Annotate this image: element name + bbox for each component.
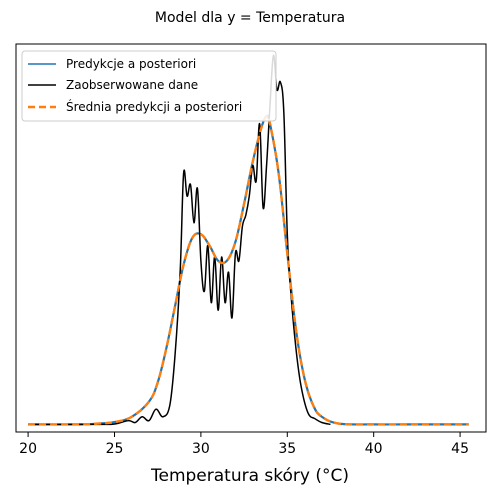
- series-line-observed: [28, 54, 331, 426]
- series-layer: [28, 54, 469, 426]
- chart-title: Model dla y = Temperatura: [155, 10, 345, 26]
- legend-label-observed: Zaobserwowane dane: [66, 78, 198, 92]
- x-tick-label: 20: [19, 441, 37, 457]
- x-axis: 20 25 30 35 40 45: [19, 432, 469, 457]
- legend-label-mean: Średnia predykcji a posteriori: [66, 99, 242, 114]
- legend-label-posterior: Predykcje a posteriori: [66, 57, 196, 71]
- x-tick-label: 35: [278, 441, 296, 457]
- x-tick-label: 45: [451, 441, 469, 457]
- legend-box: [21, 50, 277, 122]
- x-axis-label: Temperatura skóry (°C): [150, 466, 349, 486]
- x-tick-label: 30: [192, 441, 210, 457]
- plot-frame: [15, 43, 487, 433]
- legend: Predykcje a posteriori Zaobserwowane dan…: [21, 50, 277, 122]
- x-tick-label: 40: [365, 441, 383, 457]
- series-line-mean: [28, 114, 469, 426]
- x-tick-label: 25: [106, 441, 124, 457]
